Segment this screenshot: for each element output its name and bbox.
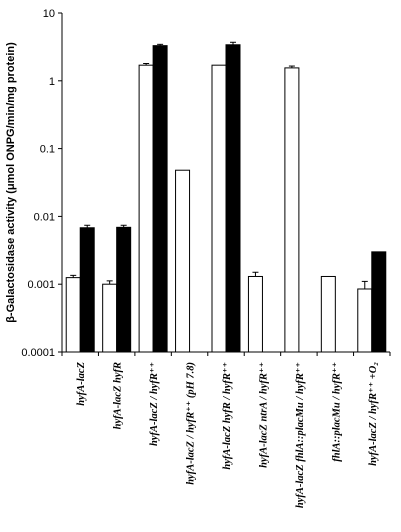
category-label: hyfA-lacZ / hyfR⁺⁺ xyxy=(149,362,160,446)
bar-white xyxy=(175,169,191,353)
error-bars xyxy=(70,41,368,289)
category-label: hyfA-lacZ hyfR / hyfR⁺⁺ xyxy=(222,362,233,470)
bar-black xyxy=(116,226,132,353)
bar-white xyxy=(211,64,227,353)
bar-white xyxy=(102,283,118,353)
y-tick-label: 0.0001 xyxy=(21,347,55,359)
category-label: hyfA-lacZ / hyfR⁺⁺ (pH 7.8) xyxy=(186,362,197,485)
bar-white xyxy=(247,275,263,353)
bars xyxy=(65,44,387,353)
category-label: hyfA-lacZ fhlA::placMu / hyfR⁺⁺ xyxy=(295,362,306,508)
y-axis-label: β-Galactosidase activity (μmol ONPG/min/… xyxy=(5,42,17,323)
y-tick-label: 0.1 xyxy=(40,144,55,156)
category-label: hyfA-lacZ xyxy=(76,361,87,405)
axes xyxy=(61,13,391,356)
y-tick-label: 1 xyxy=(49,76,55,88)
bar-black xyxy=(371,251,387,353)
category-label: hyfA-lacZ / hyfR⁺⁺ +O₂ xyxy=(368,362,379,466)
y-axis-ticks: 0.0001 0.001 0.01 0.1 1 10 xyxy=(21,8,62,359)
y-tick-label: 0.001 xyxy=(27,279,55,291)
y-tick-label: 0.01 xyxy=(34,211,55,223)
category-label: hyfA-lacZ hyfR xyxy=(113,362,124,429)
bar-black xyxy=(225,44,241,353)
bar-white xyxy=(357,288,373,353)
bar-black xyxy=(79,227,95,353)
category-label: fhlA::placMu / hyfR⁺⁺ xyxy=(331,362,342,462)
category-label: hyfA-lacZ ntrA / hyfR⁺⁺ xyxy=(258,362,269,468)
bar-white xyxy=(284,67,300,353)
bar-white xyxy=(65,277,81,353)
bar-black xyxy=(152,45,168,353)
bar-white xyxy=(138,64,154,353)
bar-white xyxy=(320,275,336,353)
y-tick-label: 10 xyxy=(43,8,55,20)
category-labels: hyfA-lacZ hyfA-lacZ hyfR hyfA-lacZ / hyfR⁺… xyxy=(76,361,379,508)
